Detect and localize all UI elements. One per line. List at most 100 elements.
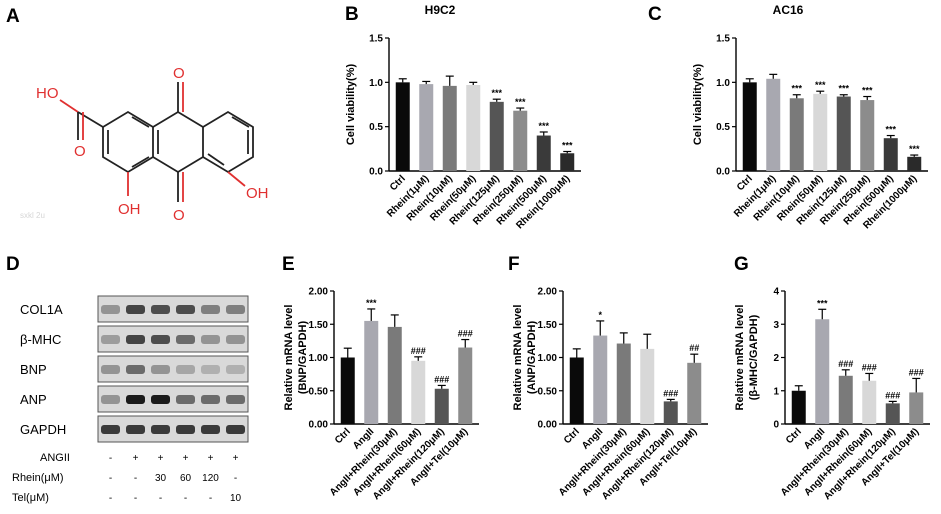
blot-row-value: - bbox=[109, 473, 112, 484]
blot-band bbox=[176, 305, 195, 314]
bar bbox=[789, 98, 804, 171]
bar bbox=[663, 401, 678, 424]
y-tick-label: 0.0 bbox=[369, 167, 383, 178]
bar bbox=[836, 96, 851, 171]
blot-row-value: + bbox=[133, 453, 139, 464]
blot-band bbox=[126, 305, 145, 314]
blot-band bbox=[176, 335, 195, 344]
significance-label: *** bbox=[515, 97, 526, 107]
significance-label: *** bbox=[838, 84, 849, 94]
bar bbox=[442, 85, 457, 171]
blot-band bbox=[226, 335, 245, 344]
chart-bmhc: 0 1 2 3 4 Relative mRNA level (β-MHC/GAPDH) Ctr… bbox=[734, 287, 930, 502]
panel-letter-b: B bbox=[345, 4, 359, 25]
blot-band bbox=[226, 365, 245, 374]
rhein-structure-diagram bbox=[59, 82, 254, 202]
bar bbox=[640, 348, 655, 424]
bar bbox=[489, 101, 504, 171]
significance-label: *** bbox=[909, 144, 920, 154]
chart-title: AC16 bbox=[773, 3, 804, 17]
blot-row-value: + bbox=[158, 453, 164, 464]
blot-row-value: + bbox=[183, 453, 189, 464]
bar bbox=[742, 82, 757, 171]
y-axis-label: Relative mRNA level bbox=[734, 305, 746, 411]
y-tick-label: 0.00 bbox=[309, 420, 329, 431]
blot-band bbox=[176, 425, 195, 434]
blot-strip bbox=[97, 325, 249, 353]
bar bbox=[434, 388, 449, 424]
significance-label: ## bbox=[689, 343, 699, 353]
bar bbox=[815, 319, 830, 424]
atom-o-acid: O bbox=[74, 143, 86, 160]
blot-band bbox=[101, 365, 120, 374]
y-tick-label: 4 bbox=[773, 287, 779, 298]
bar bbox=[791, 390, 806, 424]
atom-ho-acid: HO bbox=[36, 85, 59, 102]
y-axis-label: Cell viability(%) bbox=[692, 64, 704, 146]
blot-band bbox=[126, 395, 145, 404]
blot-band-label: ANP bbox=[20, 392, 47, 407]
bar bbox=[536, 135, 551, 171]
blot-band-label: BNP bbox=[20, 362, 47, 377]
bar bbox=[569, 357, 584, 424]
blot-band bbox=[126, 335, 145, 344]
chart-title: H9C2 bbox=[425, 3, 456, 17]
panel-letter-d: D bbox=[6, 254, 20, 275]
y-tick-label: 1.00 bbox=[538, 353, 558, 364]
significance-label: ### bbox=[909, 367, 924, 377]
bar bbox=[395, 82, 410, 171]
blot-band bbox=[101, 305, 120, 314]
blot-strip bbox=[97, 355, 249, 383]
panel-letter-e: E bbox=[282, 254, 295, 275]
blot-row-label: Rhein(μM) bbox=[12, 472, 64, 484]
significance-label: ### bbox=[885, 390, 900, 400]
significance-label: *** bbox=[491, 88, 502, 98]
blot-row-value: 120 bbox=[202, 473, 219, 484]
y-tick-label: 1 bbox=[773, 386, 779, 397]
bar bbox=[513, 110, 528, 171]
blot-band bbox=[201, 305, 220, 314]
bar bbox=[364, 320, 379, 424]
blot-row-value: - bbox=[134, 473, 137, 484]
blot-row-value: - bbox=[184, 493, 187, 504]
bar bbox=[909, 392, 924, 424]
blot-strip bbox=[97, 415, 249, 443]
y-axis-label: Relative mRNA level bbox=[512, 305, 524, 411]
significance-label: ### bbox=[411, 346, 426, 356]
significance-label: *** bbox=[562, 140, 573, 150]
blot-band bbox=[201, 425, 220, 434]
atom-o-top: O bbox=[173, 65, 185, 82]
y-tick-label: 1.5 bbox=[716, 34, 730, 45]
significance-label: ### bbox=[663, 388, 678, 398]
blot-band bbox=[201, 365, 220, 374]
blot-row-value: + bbox=[233, 453, 239, 464]
blot-row-value: 10 bbox=[230, 493, 242, 504]
blot-strip bbox=[97, 295, 249, 323]
panel-letter-g: G bbox=[734, 254, 749, 275]
blot-row-value: 60 bbox=[180, 473, 192, 484]
bar bbox=[883, 138, 898, 171]
significance-label: ### bbox=[434, 374, 449, 384]
bar bbox=[862, 380, 877, 424]
significance-label: * bbox=[598, 310, 602, 320]
significance-label: ### bbox=[838, 359, 853, 369]
bar bbox=[560, 153, 575, 171]
significance-label: *** bbox=[791, 84, 802, 94]
blot-row-value: - bbox=[134, 493, 137, 504]
bar bbox=[687, 362, 702, 424]
blot-row-value: - bbox=[234, 473, 237, 484]
blot-band bbox=[126, 425, 145, 434]
significance-label: *** bbox=[817, 298, 828, 308]
blot-strip bbox=[97, 385, 249, 413]
y-axis-label: Cell viability(%) bbox=[345, 64, 357, 146]
category-label: Ctrl bbox=[735, 173, 755, 193]
y-axis-label: (β-MHC/GAPDH) bbox=[748, 314, 760, 400]
y-tick-label: 1.50 bbox=[309, 320, 329, 331]
blot-band-label: β-MHC bbox=[20, 332, 61, 347]
bar bbox=[860, 100, 875, 171]
y-tick-label: 3 bbox=[773, 320, 779, 331]
blot-row-value: + bbox=[208, 453, 214, 464]
significance-label: *** bbox=[538, 121, 549, 131]
